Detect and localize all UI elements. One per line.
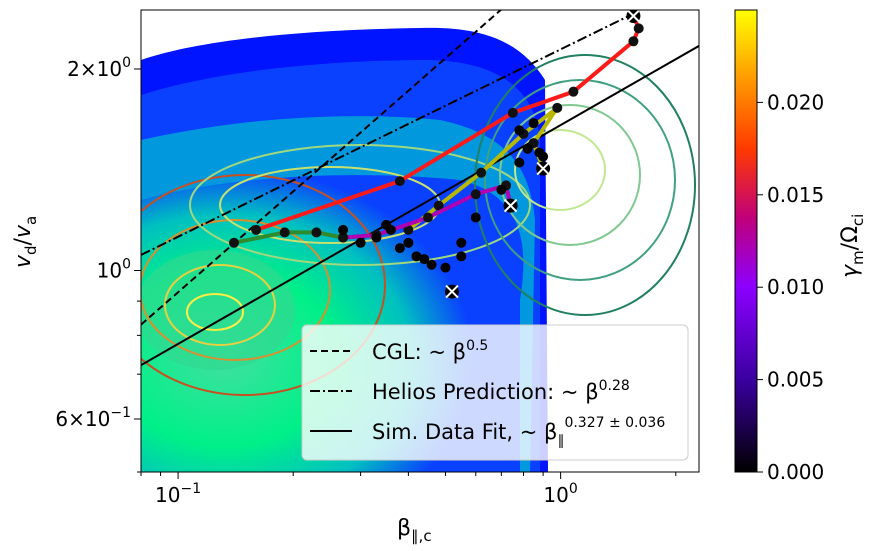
series-point [422, 212, 433, 223]
x-marker [536, 161, 551, 176]
x-tick-label: 100 [543, 481, 577, 507]
y-tick-label: 6×10−1 [55, 405, 131, 431]
x-axis-ticks: 10−1 100 [140, 472, 677, 507]
line-helios [141, 10, 644, 256]
data-point [538, 151, 549, 162]
series-point [433, 200, 444, 211]
data-point [419, 254, 430, 265]
data-point [338, 224, 349, 235]
series-point [633, 23, 644, 34]
data-series [228, 10, 644, 299]
series-point [552, 102, 563, 113]
plot-frame [140, 9, 700, 473]
legend-label-fit: Sim. Data Fit, ~ β∥0.327 ± 0.036 [372, 415, 665, 449]
data-point [394, 243, 405, 254]
colorbar-tick-label: 0.010 [767, 275, 824, 299]
series-point [394, 176, 405, 187]
data-point [426, 259, 437, 270]
y-axis-ticks: 6×10−1 100 2×100 [55, 55, 141, 473]
data-point [456, 237, 467, 248]
colorbar-tick-label: 0.015 [767, 183, 824, 207]
data-point [470, 212, 481, 223]
y-tick-label: 100 [97, 256, 131, 282]
legend-label-cgl: CGL: ~ β0.5 [372, 338, 488, 364]
data-point [403, 237, 414, 248]
data-point [496, 184, 507, 195]
x-axis-label: β∥,c [397, 516, 432, 545]
colorbar-tick-label: 0.005 [767, 368, 824, 392]
series-track-3 [233, 230, 344, 245]
series-point [470, 189, 481, 200]
line-fit [141, 45, 699, 367]
colorbar: 0.000 0.005 0.010 0.015 0.020 γm/Ωci [734, 9, 867, 484]
series-point [476, 167, 487, 178]
colorbar-label: γm/Ωci [838, 214, 867, 278]
data-point [371, 232, 382, 243]
data-point [514, 157, 525, 168]
legend: CGL: ~ β0.5 Helios Prediction: ~ β0.28 S… [301, 324, 689, 461]
colorbar-ticks: 0.000 0.005 0.010 0.015 0.020 [757, 90, 824, 484]
series-point [568, 86, 579, 97]
x-marker [444, 284, 459, 299]
data-point [385, 224, 396, 235]
data-point [456, 251, 467, 262]
data-point [514, 125, 525, 136]
series-point [228, 237, 239, 248]
series-point [338, 232, 349, 243]
data-point [528, 118, 539, 129]
data-point [355, 237, 366, 248]
series-point [403, 224, 414, 235]
y-axis-label: vd/va [11, 216, 40, 268]
series-point [628, 36, 639, 47]
x-marker [503, 198, 518, 213]
data-point [440, 262, 451, 273]
series-point [507, 107, 518, 118]
data-point [411, 251, 422, 262]
series-point [279, 227, 290, 238]
legend-label-helios: Helios Prediction: ~ β0.28 [372, 378, 630, 404]
y-tick-label: 2×100 [67, 55, 131, 81]
data-point [522, 143, 533, 154]
series-point [251, 224, 262, 235]
series-point [311, 227, 322, 238]
colorbar-tick-label: 0.000 [767, 460, 824, 484]
x-marker [626, 10, 641, 23]
x-tick-label: 10−1 [155, 481, 201, 507]
colorbar-tick-label: 0.020 [767, 90, 824, 114]
